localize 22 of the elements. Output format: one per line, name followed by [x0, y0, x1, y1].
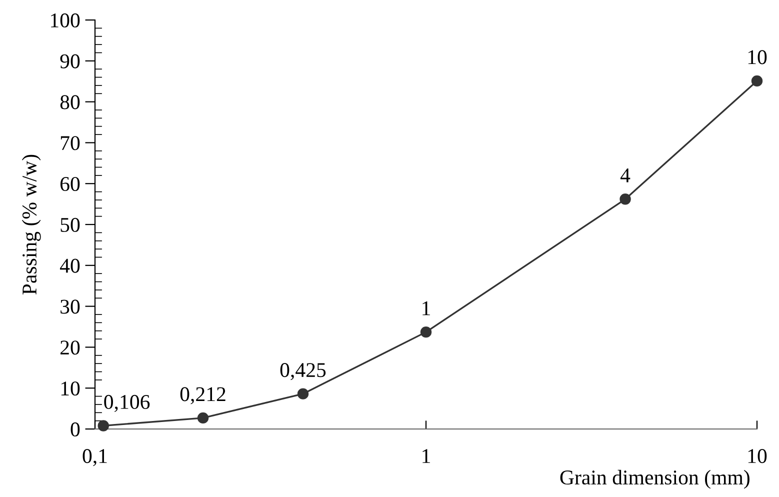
x-axis-title: Grain dimension (mm) — [560, 470, 750, 489]
y-tick-label: 10 — [61, 381, 80, 396]
y-tick-label: 20 — [60, 340, 80, 355]
y-tick-label: 100 — [51, 13, 80, 28]
x-tick-label: 0,1 — [82, 449, 107, 466]
y-tick-label: 60 — [60, 176, 80, 192]
annotation: 4 — [620, 168, 630, 182]
annotation: 0,425 — [280, 363, 326, 380]
annotation: 0,106 — [104, 394, 150, 412]
y-tick-label: 50 — [60, 218, 80, 232]
annotation: 1 — [422, 301, 430, 316]
y-tick-label: 30 — [60, 300, 80, 314]
annotation: 10 — [748, 50, 767, 64]
x-tick-label: 1 — [422, 449, 430, 463]
y-tick-label: 90 — [60, 54, 80, 68]
y-tick-label: 0 — [70, 422, 80, 436]
y-tick-label: 40 — [60, 258, 80, 273]
x-tick-label: 10 — [748, 449, 767, 464]
y-tick-label: 70 — [60, 136, 80, 150]
y-tick-label: 80 — [60, 95, 80, 110]
annotation: 0,212 — [180, 387, 226, 404]
y-axis-title: Passing (% w/w) — [22, 154, 41, 294]
